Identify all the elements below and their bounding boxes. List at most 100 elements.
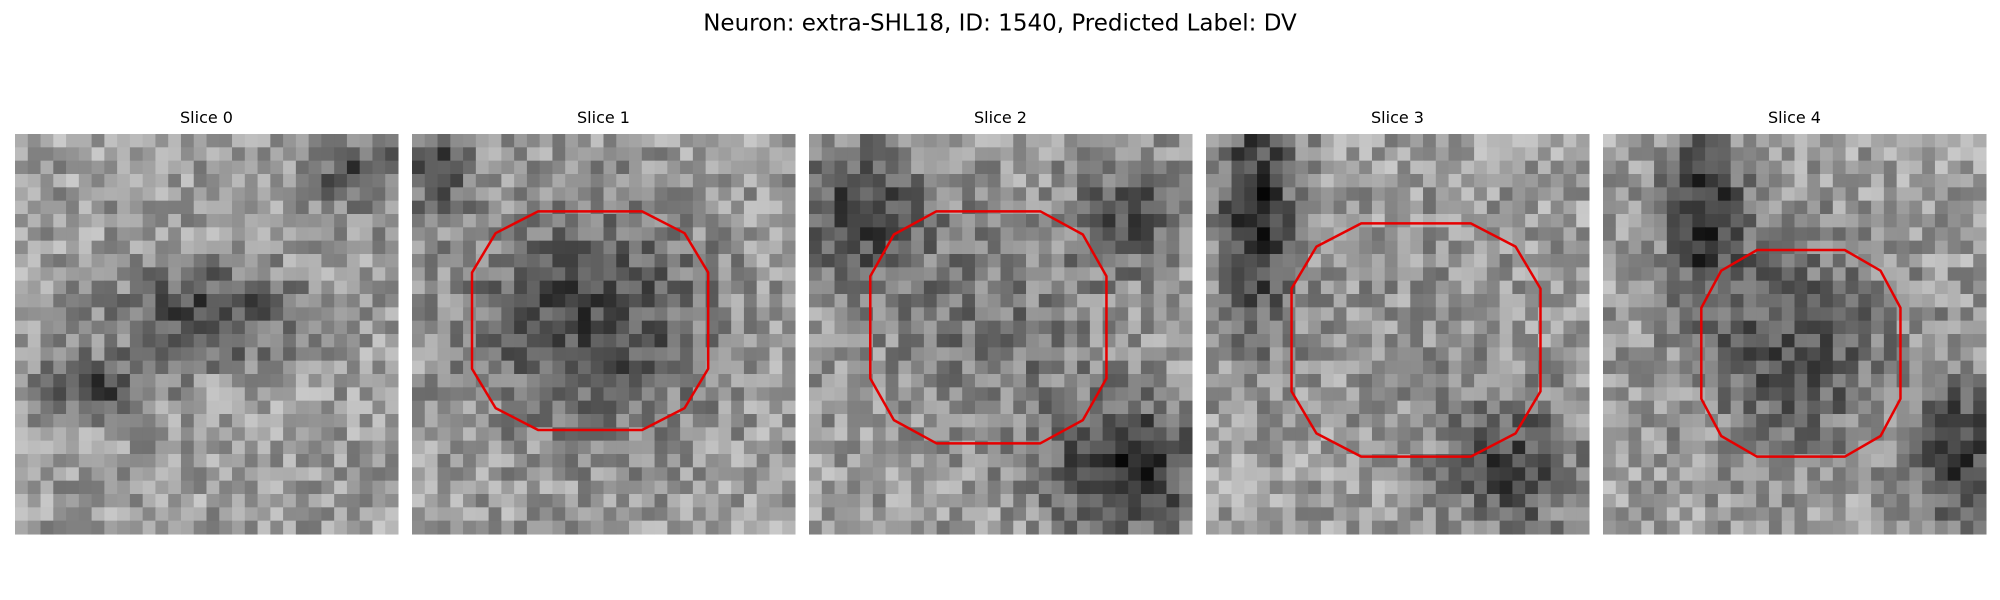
pixel — [1026, 374, 1040, 388]
pixel — [1448, 147, 1462, 162]
pixel — [1973, 187, 1987, 202]
pixel — [321, 307, 335, 322]
pixel — [321, 494, 335, 508]
pixel — [1641, 414, 1655, 428]
pixel — [219, 267, 233, 282]
pixel — [1218, 494, 1233, 508]
pixel — [1845, 400, 1859, 415]
pixel — [385, 520, 399, 535]
pixel — [603, 520, 617, 535]
pixel — [1308, 280, 1322, 295]
pixel — [321, 267, 335, 282]
pixel — [463, 320, 477, 335]
pixel — [1295, 440, 1309, 455]
pixel — [769, 174, 783, 188]
pixel — [1423, 294, 1437, 308]
pixel — [911, 467, 925, 482]
pixel — [1179, 334, 1193, 348]
pixel — [66, 240, 80, 255]
pixel — [539, 454, 553, 468]
pixel — [27, 254, 42, 268]
pixel — [1231, 507, 1245, 522]
pixel — [821, 280, 836, 295]
pixel — [911, 400, 925, 415]
pixel — [1603, 334, 1617, 348]
pixel — [962, 334, 976, 348]
pixel — [295, 227, 310, 242]
pixel — [1832, 200, 1847, 215]
pixel — [501, 227, 515, 242]
pixel — [270, 267, 284, 282]
pixel — [1666, 160, 1681, 175]
pixel — [847, 414, 861, 428]
pixel — [936, 240, 950, 255]
pixel — [911, 454, 925, 468]
pixel — [1218, 307, 1233, 322]
pixel — [705, 400, 719, 415]
pixel — [526, 494, 541, 508]
pixel — [488, 280, 502, 295]
pixel — [603, 440, 617, 455]
pixel — [1960, 360, 1974, 375]
pixel — [1692, 480, 1706, 495]
pixel — [539, 374, 553, 388]
pixel — [412, 240, 426, 255]
pixel — [359, 387, 373, 402]
pixel — [1115, 454, 1129, 468]
pixel — [1077, 174, 1091, 188]
pixel — [1038, 254, 1053, 268]
pixel — [1282, 400, 1296, 415]
pixel — [1282, 294, 1296, 308]
pixel — [1794, 347, 1808, 362]
pixel — [616, 414, 630, 428]
pixel — [962, 374, 976, 388]
pixel — [1858, 320, 1872, 335]
pixel — [385, 347, 399, 362]
pixel — [577, 174, 592, 188]
pixel — [616, 227, 630, 242]
pixel — [219, 307, 233, 322]
pixel — [1077, 454, 1091, 468]
pixel — [1499, 360, 1513, 375]
pixel — [501, 174, 515, 188]
pixel — [1717, 374, 1732, 388]
pixel — [1679, 480, 1693, 495]
pixel — [1934, 267, 1949, 282]
pixel — [1537, 440, 1552, 455]
pixel — [1820, 520, 1834, 535]
pixel — [1960, 440, 1974, 455]
pixel — [334, 267, 348, 282]
pixel — [1525, 147, 1539, 162]
pixel — [1537, 520, 1552, 535]
pixel — [488, 307, 502, 322]
pixel — [1947, 227, 1961, 242]
pixel — [66, 307, 80, 322]
pixel — [142, 254, 156, 268]
pixel — [1474, 360, 1488, 375]
pixel — [1781, 147, 1796, 162]
pixel — [1359, 387, 1373, 402]
pixel — [898, 320, 912, 335]
pixel — [385, 254, 399, 268]
pixel — [142, 494, 156, 508]
pixel — [911, 387, 925, 402]
pixel — [923, 307, 938, 322]
pixel — [654, 480, 668, 495]
pixel — [629, 280, 643, 295]
pixel — [1128, 440, 1142, 455]
pixel — [1705, 387, 1719, 402]
pixel — [1717, 147, 1732, 162]
pixel — [1423, 347, 1437, 362]
pixel — [27, 440, 42, 455]
pixel — [1257, 267, 1271, 282]
pixel — [1231, 294, 1245, 308]
pixel — [1346, 334, 1360, 348]
pixel — [514, 320, 528, 335]
pixel — [1960, 467, 1974, 482]
pixel — [923, 520, 938, 535]
pixel — [1858, 174, 1872, 188]
pixel — [424, 160, 439, 175]
pixel — [1845, 494, 1859, 508]
pixel — [475, 360, 490, 375]
pixel — [1628, 227, 1642, 242]
